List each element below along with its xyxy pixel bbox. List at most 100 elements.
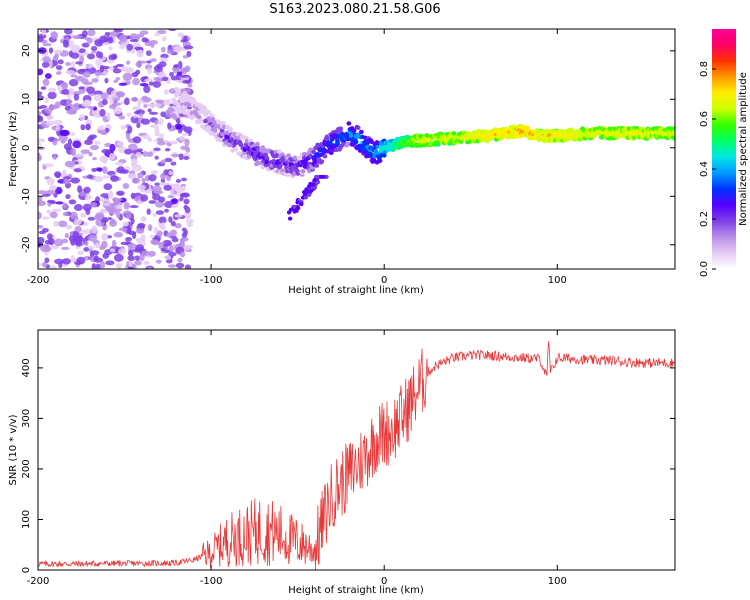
heatmap-cell [123,201,130,210]
heatmap-cell [338,126,343,131]
heatmap-cell [311,149,316,155]
heatmap-cell [125,236,132,242]
snr-ytick-label: 100 [21,510,32,529]
heatmap-cell [118,248,127,255]
heatmap-cell [145,50,152,56]
spectrogram-heatmap [38,29,675,269]
heatmap-cell [95,263,101,269]
heatmap-cell [224,134,230,140]
heatmap-cell [41,261,48,268]
heatmap-cell [180,67,188,75]
heatmap-cell [126,60,131,65]
heatmap-cell [99,198,109,202]
heatmap-cell [77,185,83,193]
heatmap-cell [162,100,172,106]
heatmap-cell [159,133,165,139]
heatmap-cell [83,247,90,252]
heatmap-cell [55,201,64,205]
heatmap-cell [48,47,54,54]
heatmap-cell [93,90,103,95]
heatmap-cell [94,214,103,221]
heatmap-cell [129,204,139,209]
heatmap-cell [182,110,188,115]
heatmap-cell [137,184,146,191]
heatmap-cell [170,229,177,237]
heatmap-cell [62,212,69,217]
heatmap-cell [84,196,91,201]
heatmap-cell [139,254,145,261]
heatmap-cell [525,125,530,131]
heatmap-cell [171,198,178,205]
heatmap-cell [38,110,42,116]
heatmap-cell [113,29,124,33]
heatmap-cell [131,71,139,78]
heatmap-cell [106,36,114,41]
heatmap-cell [108,46,113,51]
heatmap-cell [167,106,174,114]
heatmap-cell [286,172,292,178]
heatmap-cell [134,255,141,261]
heatmap-cell [127,255,135,262]
heatmap-cell [102,166,108,174]
heatmap-cell [70,61,75,69]
heatmap-cell [304,187,309,192]
heatmap-cell [88,234,98,242]
heatmap-cell [93,93,102,102]
heatmap-cell [106,112,111,120]
heatmap-cell [134,260,142,266]
heatmap-cell [126,112,132,117]
heatmap-cell [89,144,99,151]
heatmap-cell [184,264,192,269]
heatmap-cell [38,211,43,220]
heatmap-cell [255,141,260,147]
heatmap-cell [130,217,135,225]
heatmap-cell [671,126,675,131]
heatmap-cell [143,104,148,108]
heatmap-cell [75,241,83,247]
heatmap-cell [73,203,83,212]
heatmap-cell [180,185,186,192]
heatmap-cell [186,50,192,58]
heatmap-cell [63,29,73,35]
heatmap-cell [137,222,146,229]
heatmap-cell [128,143,138,152]
heatmap-cell [50,31,59,40]
heatmap-cell [38,68,44,76]
heatmap-cell [130,158,138,165]
snr-ytick-label: 200 [21,459,32,478]
heatmap-cell [168,113,177,119]
heatmap-cell [672,136,675,141]
heatmap-cell [80,124,86,131]
heatmap-cell [238,142,244,147]
heatmap-cell [144,78,154,83]
heatmap-cell [358,129,364,135]
heatmap-cell [132,136,142,144]
heatmap-cell [86,174,94,179]
heatmap-cell [47,91,57,100]
heatmap-cell [45,120,55,126]
colorbar: 0.0 0.2 0.4 0.6 0.8 Normalized spectral ampl… [699,29,749,277]
heatmap-cell [369,139,375,144]
heatmap-cell [120,169,129,174]
heatmap-cell [73,168,82,173]
heatmap-cell [124,148,133,155]
heatmap-cell [136,33,145,38]
heatmap-cell [164,208,169,213]
heatmap-cell [183,126,193,134]
heatmap-cell [174,123,183,130]
heatmap-cell [53,171,62,178]
heatmap-cell [136,200,142,205]
heatmap-cell [122,221,129,227]
heatmap-cell [44,96,50,104]
heatmap-cell [45,189,56,195]
heatmap-cell [127,266,134,269]
heatmap-cell [173,64,180,68]
heatmap-cell [38,142,42,146]
heatmap-cell [49,184,57,191]
heatmap-cell [103,202,111,207]
heatmap-cell [91,78,99,83]
heatmap-cell [168,170,174,176]
heatmap-cell [179,239,185,247]
heatmap-cell [115,210,121,219]
heatmap-cell [158,71,167,78]
